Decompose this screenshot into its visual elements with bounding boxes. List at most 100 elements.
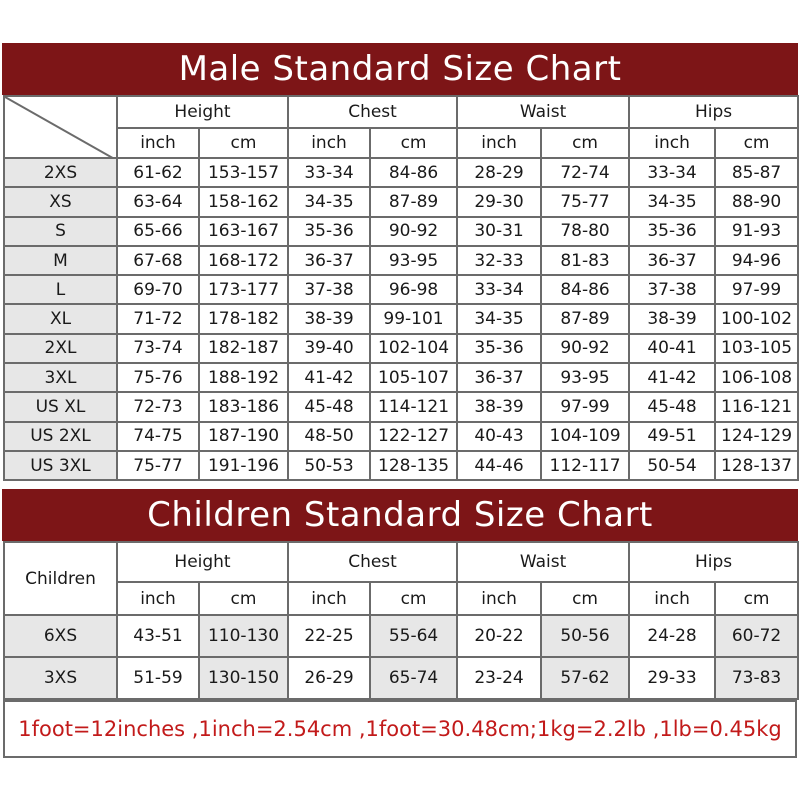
value-cell: 45-48 [287, 391, 372, 423]
value-cell: 50-53 [287, 449, 372, 482]
value-cell: 57-62 [540, 656, 631, 700]
value-cell: 65-74 [369, 656, 459, 700]
group-header-row: Children Height Chest Waist Hips [3, 541, 800, 616]
value-cell: 43-51 [116, 614, 200, 658]
value-cell: 45-48 [628, 391, 717, 423]
value-cell: 26-29 [287, 656, 372, 700]
value-cell: 37-38 [287, 274, 372, 306]
table-row: M 67-68 168-172 36-37 93-95 32-33 81-83 36-37 94… [3, 244, 800, 277]
unit-header-row: inch cm inch cm inch cm inch cm [4, 127, 800, 159]
table-row: 3XL 75-76 188-192 41-42 105-107 36-37 93-95 41-… [3, 362, 800, 394]
table-row: 2XS 61-62 153-157 33-34 84-86 28-29 72-74 33-34… [3, 156, 800, 189]
value-cell: 128-137 [714, 449, 800, 482]
table-row: US 2XL 74-75 187-190 48-50 122-127 40-43 104-1… [3, 420, 800, 452]
size-label: L [3, 274, 118, 306]
value-cell: 178-182 [197, 303, 290, 335]
value-cell: 36-37 [287, 244, 372, 277]
value-cell: 36-37 [456, 362, 543, 394]
value-cell: 38-39 [456, 391, 543, 423]
value-cell: 35-36 [628, 215, 717, 247]
size-label: 6XS [3, 614, 118, 658]
value-cell: 112-117 [540, 449, 631, 482]
size-label: 2XS [3, 156, 118, 189]
value-cell: 73-83 [714, 656, 800, 700]
value-cell: 40-41 [628, 332, 717, 365]
value-cell: 78-80 [540, 215, 631, 247]
value-cell: 71-72 [116, 303, 200, 335]
unit-header: cm [197, 127, 290, 159]
value-cell: 24-28 [628, 614, 717, 658]
value-cell: 87-89 [540, 303, 631, 335]
value-cell: 48-50 [287, 420, 372, 452]
value-cell: 84-86 [540, 274, 631, 306]
value-cell: 96-98 [369, 274, 459, 306]
table-row: XS 63-64 158-162 34-35 87-89 29-30 75-77 34-35 8… [3, 186, 800, 218]
value-cell: 188-192 [197, 362, 290, 394]
unit-header: cm [197, 581, 290, 616]
size-label: M [3, 244, 118, 277]
group-header-height: Height [115, 95, 290, 129]
size-label: 2XL [3, 332, 118, 365]
value-cell: 87-89 [369, 186, 459, 218]
group-header-hips: Hips [628, 541, 800, 583]
value-cell: 67-68 [116, 244, 200, 277]
value-cell: 187-190 [197, 420, 290, 452]
value-cell: 41-42 [287, 362, 372, 394]
group-header-waist: Waist [456, 541, 631, 583]
male-chart-title: Male Standard Size Chart [2, 43, 798, 95]
group-header-height: Height [115, 541, 290, 583]
value-cell: 33-34 [628, 156, 717, 189]
value-cell: 97-99 [540, 391, 631, 423]
unit-header: cm [369, 127, 459, 159]
value-cell: 84-86 [369, 156, 459, 189]
unit-header: cm [714, 581, 800, 616]
unit-header: inch [456, 581, 543, 616]
size-label: S [3, 215, 118, 247]
value-cell: 23-24 [456, 656, 543, 700]
group-header-row: Height Chest Waist Hips [3, 95, 800, 159]
unit-header-row: inch cm inch cm inch cm inch cm [4, 581, 800, 616]
value-cell: 75-76 [116, 362, 200, 394]
value-cell: 90-92 [540, 332, 631, 365]
corner-label: Children [3, 541, 118, 616]
value-cell: 130-150 [197, 656, 290, 700]
value-cell: 114-121 [369, 391, 459, 423]
value-cell: 55-64 [369, 614, 459, 658]
value-cell: 35-36 [287, 215, 372, 247]
unit-header: inch [116, 581, 200, 616]
size-label: US 3XL [3, 449, 118, 482]
value-cell: 34-35 [628, 186, 717, 218]
value-cell: 72-73 [116, 391, 200, 423]
value-cell: 105-107 [369, 362, 459, 394]
unit-header: inch [287, 581, 372, 616]
value-cell: 73-74 [116, 332, 200, 365]
value-cell: 93-95 [369, 244, 459, 277]
value-cell: 191-196 [197, 449, 290, 482]
unit-header: cm [369, 581, 459, 616]
value-cell: 61-62 [116, 156, 200, 189]
value-cell: 29-33 [628, 656, 717, 700]
value-cell: 22-25 [287, 614, 372, 658]
unit-header: cm [540, 581, 631, 616]
group-header-waist: Waist [456, 95, 631, 129]
table-row: S 65-66 163-167 35-36 90-92 30-31 78-80 35-36 91… [3, 215, 800, 247]
value-cell: 75-77 [540, 186, 631, 218]
value-cell: 102-104 [369, 332, 459, 365]
value-cell: 29-30 [456, 186, 543, 218]
value-cell: 35-36 [456, 332, 543, 365]
value-cell: 32-33 [456, 244, 543, 277]
value-cell: 122-127 [369, 420, 459, 452]
value-cell: 168-172 [197, 244, 290, 277]
value-cell: 60-72 [714, 614, 800, 658]
value-cell: 49-51 [628, 420, 717, 452]
unit-header: inch [628, 581, 717, 616]
value-cell: 33-34 [287, 156, 372, 189]
size-label: 3XS [3, 656, 118, 700]
value-cell: 39-40 [287, 332, 372, 365]
unit-header: inch [628, 127, 717, 159]
value-cell: 20-22 [456, 614, 543, 658]
value-cell: 69-70 [116, 274, 200, 306]
size-label: US XL [3, 391, 118, 423]
value-cell: 99-101 [369, 303, 459, 335]
size-label: 3XL [3, 362, 118, 394]
